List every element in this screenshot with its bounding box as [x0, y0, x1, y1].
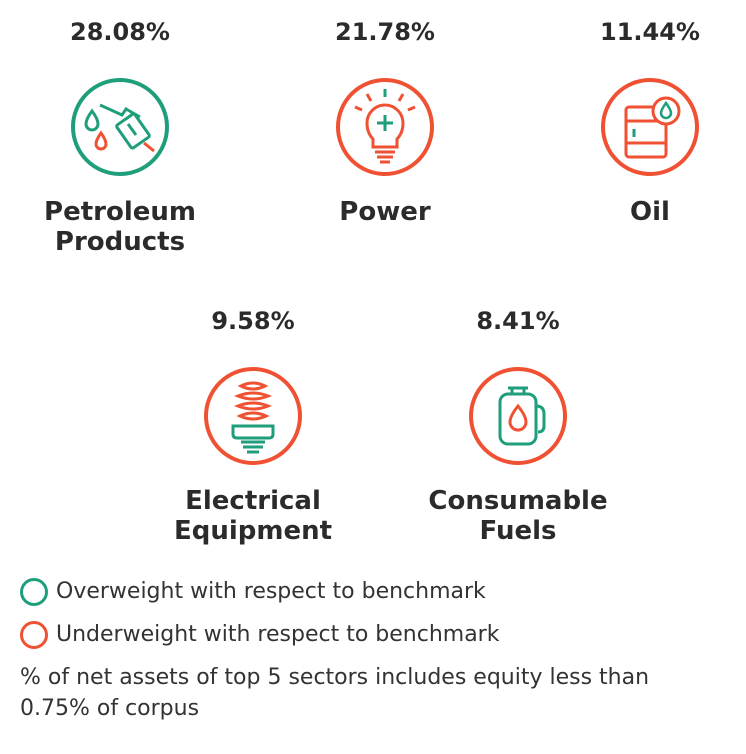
sector-oil: 11.44% Oil [530, 18, 746, 227]
legend-item-underweight: Underweight with respect to benchmark [20, 620, 499, 650]
sector-electrical-equipment: 9.58% Electrical Equipment [133, 307, 373, 546]
sector-name: Electrical Equipment [173, 486, 333, 546]
sector-name: Oil [630, 197, 670, 227]
green-circle-icon [20, 578, 48, 606]
sector-percentage: 8.41% [476, 307, 560, 335]
fuel-nozzle-icon [70, 77, 170, 177]
sector-percentage: 9.58% [211, 307, 295, 335]
gas-cylinder-icon [468, 366, 568, 466]
sector-percentage: 28.08% [70, 18, 170, 46]
legend-label: Underweight with respect to benchmark [56, 622, 500, 647]
sector-name: Power [339, 197, 431, 227]
sector-name: Consumable Fuels [428, 486, 608, 546]
legend: Overweight with respect to benchmark Und… [20, 577, 499, 650]
red-circle-icon [20, 621, 48, 649]
light-bulb-icon [335, 77, 435, 177]
sector-percentage: 21.78% [335, 18, 435, 46]
sector-petroleum-products: 28.08% Petroleum Products [0, 18, 240, 257]
sector-consumable-fuels: 8.41% Consumable Fuels [398, 307, 638, 546]
sector-percentage: 11.44% [600, 18, 700, 46]
legend-label: Overweight with respect to benchmark [56, 579, 486, 604]
cfl-bulb-icon [203, 366, 303, 466]
footnote: % of net assets of top 5 sectors include… [20, 665, 650, 721]
legend-item-overweight: Overweight with respect to benchmark [20, 577, 499, 607]
sector-power: 21.78% Power [265, 18, 505, 227]
oil-barrel-icon [600, 77, 700, 177]
sector-name: Petroleum Products [44, 197, 196, 257]
